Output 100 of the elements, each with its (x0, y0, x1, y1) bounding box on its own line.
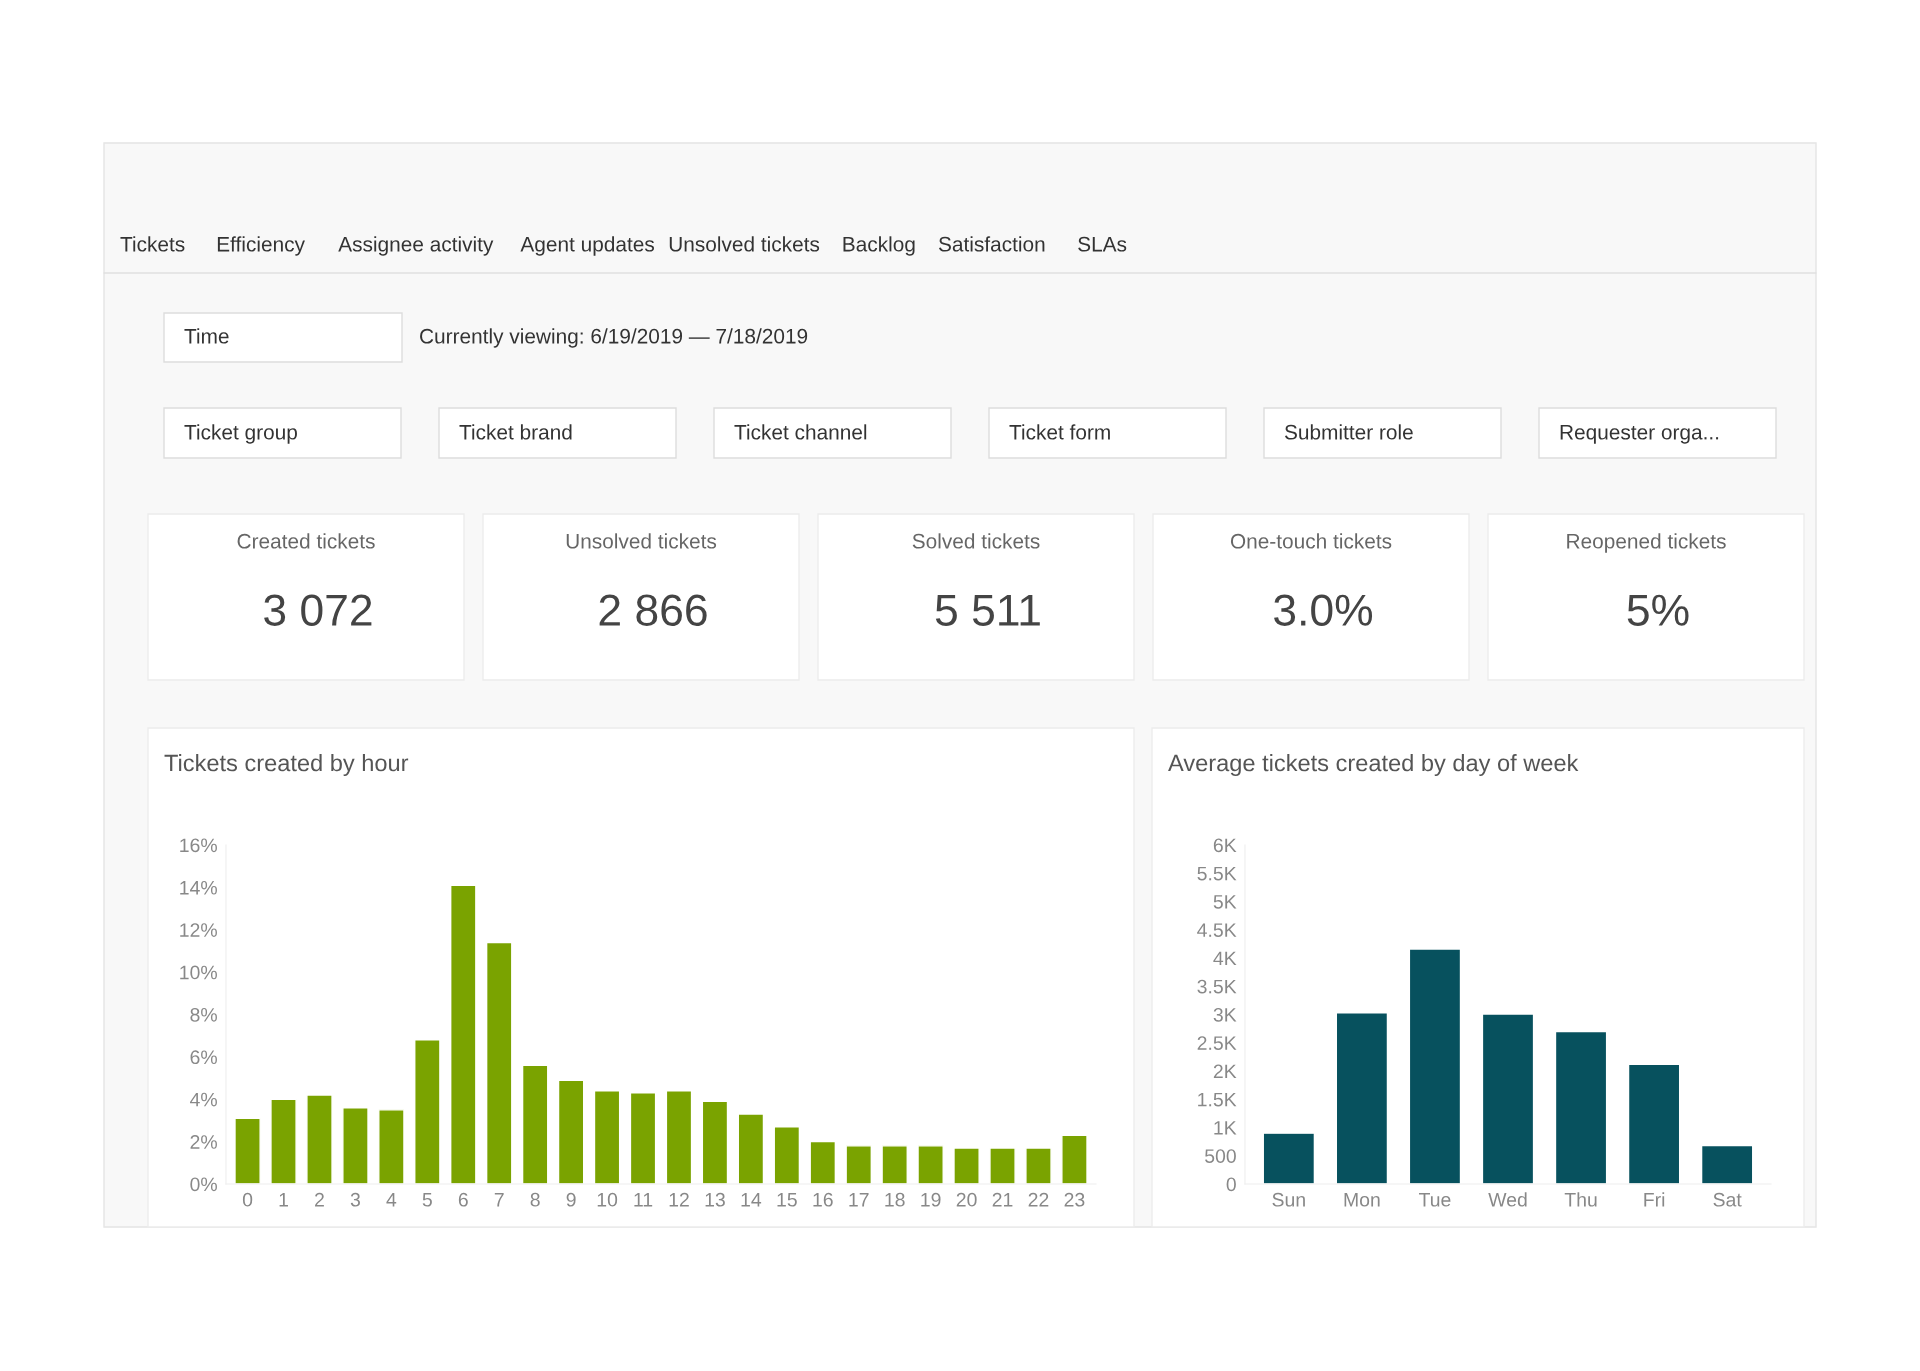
text: 3.0% (1274, 594, 1373, 626)
text: Ticket group (184, 424, 297, 444)
category-label: Reopened tickets (1567, 533, 1726, 553)
x-tick-label: Sat (1713, 1192, 1742, 1207)
bar (809, 1140, 837, 1184)
y-tick-label: 4% (190, 1092, 217, 1107)
y-tick-label: 4.5K (1197, 923, 1237, 937)
bar (1627, 1063, 1681, 1184)
bar (881, 1145, 908, 1184)
x-tick-label: 3 (350, 1192, 360, 1207)
x-tick-label: 4 (386, 1193, 397, 1207)
x-tick-label: 14 (741, 1193, 762, 1207)
x-tick-label: 12 (669, 1192, 689, 1207)
bar (1554, 1030, 1608, 1184)
bar (449, 884, 477, 1184)
category-label: Backlog (843, 236, 915, 256)
x-tick-label: 0 (242, 1192, 253, 1207)
x-tick-label: 18 (885, 1192, 905, 1207)
text: Ticket form (1009, 424, 1110, 440)
chart-title: Average tickets created by day of week (1168, 753, 1579, 777)
bar (629, 1092, 657, 1184)
text: Submitter role (1284, 424, 1413, 440)
x-tick-label: 17 (849, 1193, 869, 1207)
x-tick-label: 20 (956, 1192, 977, 1207)
bar (270, 1098, 297, 1184)
y-tick-label: 500 (1205, 1149, 1236, 1163)
y-tick-label: 0 (1226, 1177, 1236, 1192)
text: 3 072 (264, 594, 372, 626)
x-tick-label: Thu (1564, 1192, 1597, 1207)
text: 5 511 (935, 594, 1040, 626)
x-tick-label: 13 (705, 1192, 725, 1207)
x-tick-label: 8 (530, 1192, 540, 1207)
y-tick-label: 14% (180, 880, 217, 895)
category-label: SLAs (1078, 236, 1127, 252)
x-tick-label: Fri (1644, 1192, 1665, 1207)
category-label: Created tickets (237, 533, 375, 549)
y-tick-label: 3K (1213, 1007, 1237, 1022)
y-tick-label: 5K (1213, 895, 1237, 909)
bar (1408, 948, 1462, 1184)
category-label: Agent updates (520, 236, 655, 256)
bar (737, 1113, 765, 1184)
bar (378, 1109, 405, 1184)
x-tick-label: Wed (1488, 1192, 1527, 1207)
x-tick-label: 10 (597, 1192, 618, 1207)
bar (306, 1094, 333, 1184)
category-label: Satisfaction (938, 236, 1045, 252)
x-tick-label: 15 (777, 1193, 797, 1207)
y-tick-label: 1K (1214, 1121, 1237, 1135)
bar (1700, 1144, 1754, 1184)
bar (989, 1147, 1016, 1184)
text: Ticket brand (459, 424, 572, 440)
y-tick-label: 10% (180, 965, 217, 980)
y-tick-label: 4K (1213, 951, 1237, 966)
y-tick-label: 5.5K (1197, 866, 1237, 881)
category-label: Assignee activity (338, 236, 494, 256)
x-tick-label: 5 (422, 1193, 432, 1207)
bar (1481, 1013, 1535, 1184)
x-tick-label: 23 (1064, 1192, 1085, 1207)
bar (1335, 1012, 1389, 1184)
bar (1061, 1134, 1088, 1184)
bar (953, 1147, 980, 1184)
text: Requester orga... (1560, 425, 1719, 444)
bar (665, 1090, 693, 1184)
x-tick-label: 6 (458, 1192, 468, 1207)
bar (557, 1079, 585, 1184)
y-tick-label: 2.5K (1197, 1036, 1237, 1050)
y-tick-label: 6% (190, 1050, 217, 1065)
y-tick-label: 3.5K (1197, 979, 1237, 994)
category-label: One-touch tickets (1230, 533, 1392, 549)
x-tick-label: 19 (921, 1192, 941, 1207)
x-tick-label: Tue (1419, 1193, 1451, 1207)
x-tick-label: 22 (1028, 1192, 1049, 1207)
bar (521, 1064, 549, 1184)
bar (485, 941, 513, 1184)
bar (342, 1107, 369, 1184)
category-label: Solved tickets (912, 533, 1040, 549)
bar (1262, 1132, 1316, 1184)
x-tick-label: 21 (992, 1192, 1013, 1207)
x-tick-label: 7 (494, 1193, 504, 1207)
text: 2 866 (599, 594, 707, 626)
y-tick-label: 16% (180, 838, 217, 853)
x-tick-label: 2 (315, 1192, 324, 1207)
category-label: Tickets (120, 236, 185, 252)
bar (234, 1117, 261, 1184)
category-label: Unsolved tickets (669, 236, 820, 252)
x-tick-label: 1 (279, 1193, 288, 1207)
chart-title: Tickets created by hour (164, 753, 409, 777)
y-tick-label: 0% (190, 1177, 217, 1192)
y-tick-label: 2K (1213, 1064, 1237, 1079)
y-tick-label: 6K (1213, 838, 1237, 853)
bar (917, 1145, 944, 1184)
x-tick-label: 9 (566, 1192, 576, 1207)
bar (701, 1100, 729, 1184)
y-tick-label: 12% (180, 923, 217, 937)
x-tick-label: Sun (1272, 1192, 1305, 1207)
text: Ticket channel (734, 424, 867, 440)
x-tick-label: 16 (813, 1192, 833, 1207)
bar (1025, 1147, 1052, 1184)
bar (414, 1039, 441, 1184)
text: Currently viewing: 6/19/2019 — 7/18/2019 (420, 328, 808, 348)
